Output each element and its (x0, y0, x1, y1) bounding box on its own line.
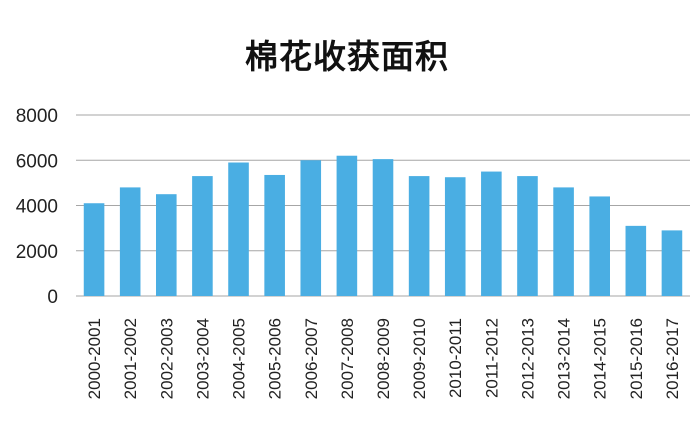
bar-2013-2014 (553, 187, 574, 296)
bar-2000-2001 (83, 203, 105, 296)
bar-2004-2005 (228, 162, 249, 296)
bar-2005-2006 (264, 174, 285, 296)
bar-2009-2010 (408, 176, 430, 296)
y-tick-label: 4000 (16, 197, 58, 218)
x-tick-label: 2007-2008 (338, 318, 357, 399)
x-tick-label: 2015-2016 (627, 318, 646, 399)
x-tick-label: 2013-2014 (555, 318, 574, 399)
x-tick-label: 2006-2007 (302, 318, 321, 399)
bar-2002-2003 (156, 194, 177, 296)
x-tick-label: 2016-2017 (663, 318, 682, 399)
x-tick-label: 2008-2009 (374, 318, 393, 399)
bar-2007-2008 (336, 155, 358, 296)
x-tick-label: 2009-2010 (410, 318, 429, 399)
y-tick-label: 0 (47, 287, 58, 308)
bar-2015-2016 (625, 225, 647, 296)
bar-2012-2013 (517, 176, 538, 296)
bar-2001-2002 (119, 187, 141, 296)
x-tick-label: 2005-2006 (266, 318, 285, 399)
bar-2016-2017 (661, 230, 683, 296)
bar-2014-2015 (589, 196, 610, 296)
x-tick-label: 2000-2001 (85, 318, 104, 399)
x-tick-label: 2011-2012 (482, 318, 501, 398)
x-tick-label: 2012-2013 (518, 318, 537, 399)
bar-2011-2012 (481, 171, 502, 296)
x-tick-label: 2010-2011 (446, 318, 465, 398)
x-tick-label: 2003-2004 (193, 318, 212, 399)
bar-2010-2011 (444, 177, 466, 296)
x-tick-label: 2002-2003 (157, 318, 176, 399)
x-tick-label: 2001-2002 (121, 318, 140, 399)
y-tick-label: 2000 (16, 242, 58, 263)
chart-title: 棉花收获面积 (245, 37, 449, 76)
x-tick-label: 2004-2005 (230, 318, 249, 399)
bar-2008-2009 (372, 159, 394, 296)
x-tick-label: 2014-2015 (591, 318, 610, 399)
y-tick-label: 6000 (16, 151, 58, 172)
bar-2006-2007 (300, 160, 322, 296)
bar-2003-2004 (192, 176, 213, 296)
y-tick-label: 8000 (16, 106, 58, 127)
